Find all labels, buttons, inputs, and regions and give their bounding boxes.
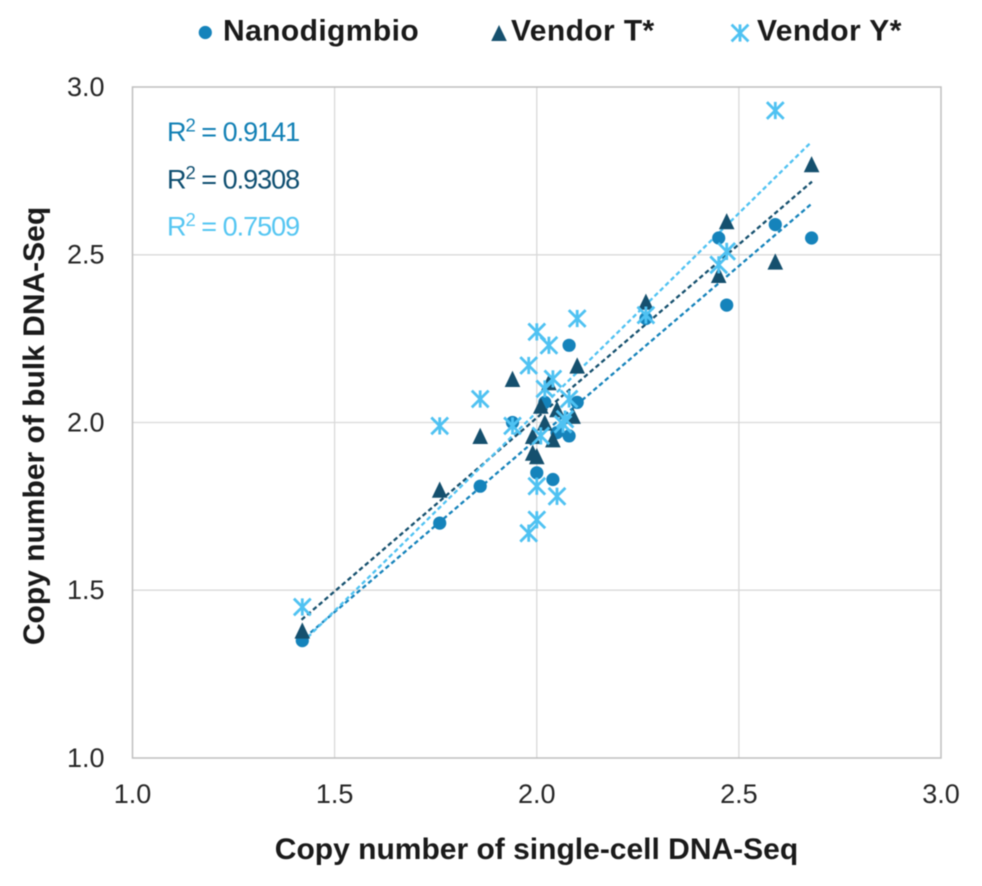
- svg-text:2.5: 2.5: [67, 240, 105, 270]
- svg-text:3.0: 3.0: [922, 779, 960, 809]
- svg-text:1.0: 1.0: [114, 779, 152, 809]
- svg-text:1.5: 1.5: [316, 779, 354, 809]
- svg-text:R2 = 0.7509: R2 = 0.7509: [167, 209, 299, 242]
- svg-text:1.0: 1.0: [67, 743, 105, 773]
- svg-text:Copy number of bulk DNA-Seq: Copy number of bulk DNA-Seq: [18, 207, 51, 645]
- svg-text:R2 = 0.9308: R2 = 0.9308: [167, 162, 299, 195]
- svg-text:Copy number of single-cell DNA: Copy number of single-cell DNA-Seq: [275, 833, 798, 866]
- svg-text:Nanodigmbio: Nanodigmbio: [223, 15, 419, 48]
- svg-text:Vendor T*: Vendor T*: [511, 15, 655, 48]
- svg-text:3.0: 3.0: [67, 72, 105, 102]
- svg-text:Vendor Y*: Vendor Y*: [757, 15, 902, 48]
- svg-text:2.0: 2.0: [67, 407, 105, 437]
- svg-text:1.5: 1.5: [67, 575, 105, 605]
- svg-text:2.0: 2.0: [518, 779, 556, 809]
- svg-text:2.5: 2.5: [720, 779, 758, 809]
